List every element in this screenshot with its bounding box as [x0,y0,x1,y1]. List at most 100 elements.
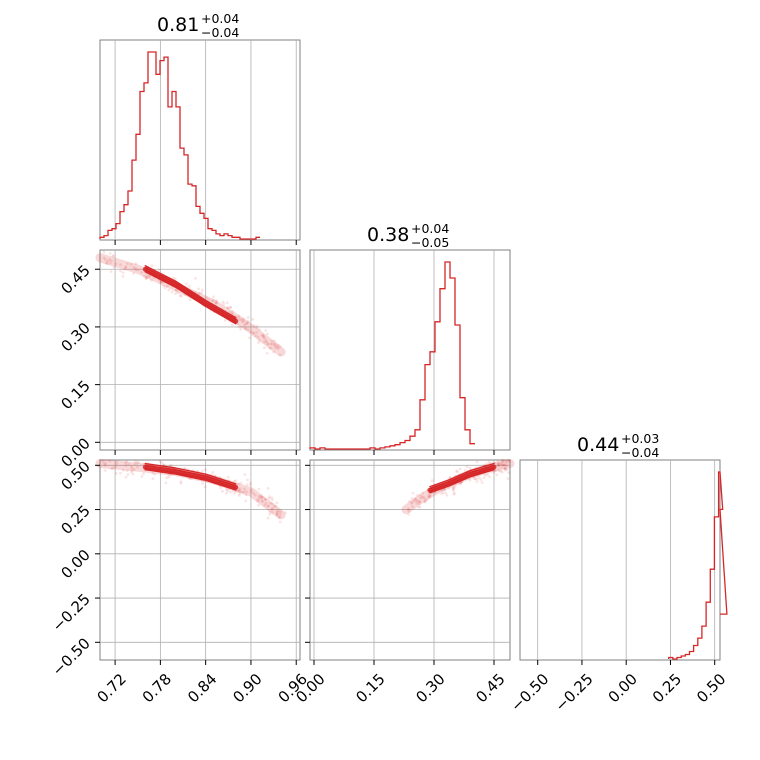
panel-r2-c0-point [140,475,144,478]
panel-r2-c1-point [497,462,501,466]
panel-diag-2-title-value: 0.44 [577,434,619,456]
panel-r2-c1-point [477,476,481,480]
panel-r2-c1-point [421,491,425,495]
panel-r2-c1-point [423,500,427,504]
panel-diag-1-ticks [313,450,495,455]
panel-r2-c0-point [241,490,245,494]
panel-diag-1-bin [445,262,450,449]
panel-r2-c0-xtick-label: 0.84 [184,670,220,706]
panel-r2-c0-point [263,498,267,501]
panel-diag-1-grid [313,250,495,450]
panel-r2-c1-point [443,488,447,492]
panel-r2-c0-point [121,468,125,472]
panel-r2-c1-point [484,473,488,477]
panel-r2-c1-point [459,482,463,486]
panel-r2-c1-point [475,477,479,481]
panel-r2-c1-point [410,500,414,504]
panel-diag-1-bin [425,365,430,449]
panel-r1-c0-point [262,346,266,350]
panel-r2-c0-point [245,483,249,487]
panel-r2-c1-point [501,458,504,462]
panel-r1-c0-point [114,262,118,266]
panel-r2-c0-point [243,487,246,491]
panel-r2-c0-point [284,511,287,514]
panel-r2-c0-point [119,471,122,475]
panel-r1-c0-point [278,345,282,349]
panel-r2-c1-point [473,477,476,481]
panel-r2-c1-point [463,468,467,472]
panel-r2-c1-point [451,486,455,490]
panel-r2-c1-point [425,498,429,502]
panel-diag-2-frame [519,459,721,661]
panel-r1-c0-point [129,262,133,266]
panel-r1-c0-point [105,261,109,264]
panel-r2-c0-point [244,499,248,503]
panel-r2-c0-point [201,469,204,473]
panel-r1-c0-point [145,276,148,279]
panel-r2-c1-point [410,502,413,505]
panel-r2-c0-point [226,475,230,479]
panel-r1-c0-point [211,299,215,303]
panel-r2-c1-point [500,466,504,469]
panel-r2-c0-point [256,498,259,502]
panel-r2-c1-point [484,462,488,466]
panel-r2-c1-point [479,478,483,482]
panel-r1-c0-point [243,327,247,331]
panel-r2-c1-point [497,467,500,471]
panel-diag-0-bin [156,74,160,239]
panel-diag-2-title-lower: −0.04 [621,445,659,460]
panel-r1-c0-point [214,301,218,305]
panel-r2-c1-point [423,500,427,504]
panel-r1-c0-point [185,282,188,286]
panel-r2-c1-point [500,462,504,466]
panel-r1-c0-point [126,262,129,265]
panel-r1-c0-point [269,343,273,346]
panel-r1-c0-point [121,274,125,278]
panel-r1-c0-point [136,268,140,272]
panel-r1-c0-point [144,276,148,280]
panel-r1-c0-point [225,301,229,305]
panel-r2-c1-point [411,505,415,509]
panel-diag-1-bin [435,322,440,449]
panel-r2-c1-point [508,459,512,463]
panel-r2-c1-point [414,499,418,503]
panel-r2-c1-point [427,493,431,497]
panel-r2-c0-point [115,462,118,466]
panel-r1-c0-point [178,294,182,298]
panel-r1-c0-point [197,291,201,295]
panel-r2-c1-point [419,496,423,500]
panel-r2-c0-point [108,459,112,463]
panel-r2-c0-ytick-label: 0.25 [57,502,93,538]
panel-r2-c1-point [505,468,509,472]
panel-r1-c0-point [264,339,268,343]
panel-r2-c1-point [499,469,503,473]
panel-r1-c0-point [242,319,246,323]
panel-r1-c0-point [111,254,115,258]
panel-r2-c1-point [417,505,421,509]
panel-r1-c0-point [174,292,177,296]
panel-r2-c0-point [102,462,106,466]
panel-r1-c0-point [215,298,218,302]
panel-r1-c0-point [258,338,261,342]
panel-diag-2-bin [702,626,706,659]
panel-r1-c0-point [265,332,269,336]
panel-r1-c0-point [266,342,270,346]
panel-r2-c1-xtick-label: 0.15 [352,670,388,706]
panel-r2-c0-point [260,499,264,503]
panel-r1-c0-point [264,329,268,332]
panel-diag-1-hist [309,261,475,450]
panel-r2-c0-point [264,502,268,505]
panel-r2-c0-point [219,486,223,490]
panel-r2-c0-point [125,460,129,464]
panel-diag-0-bin [168,107,172,239]
panel-diag-0-bin [144,83,148,239]
panel-r2-c1-point [501,463,505,467]
panel-r2-c1-point [492,471,496,474]
panel-r2-c1-point [444,491,448,495]
panel-r2-c1-point [500,470,504,474]
panel-r2-c1-point [418,500,422,504]
panel-r2-c0-point [114,465,117,469]
panel-r1-c0-point [243,323,246,327]
panel-r2-c0-point [127,462,130,466]
panel-r2-c1-point [452,485,455,489]
